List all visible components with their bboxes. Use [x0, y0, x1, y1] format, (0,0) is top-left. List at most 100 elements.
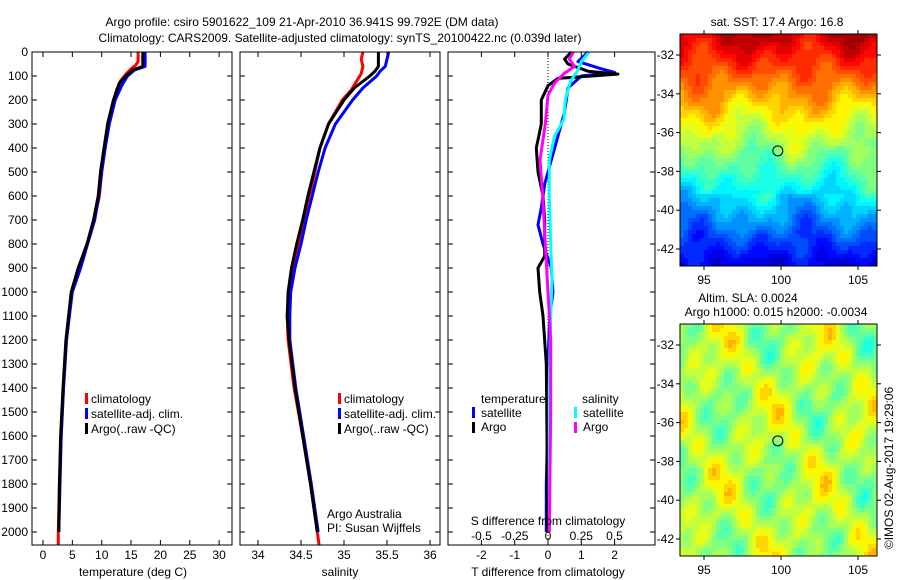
map-cell — [684, 182, 688, 186]
map-cell — [804, 408, 808, 412]
map-cell — [796, 250, 800, 254]
map-cell — [840, 424, 844, 428]
map-cell — [796, 114, 800, 118]
map-cell — [724, 324, 728, 328]
map-cell — [844, 324, 848, 328]
map-cell — [788, 98, 792, 102]
map-cell — [756, 254, 760, 258]
map-cell — [708, 416, 712, 420]
map-cell — [752, 86, 756, 90]
map-cell — [784, 86, 788, 90]
map-cell — [760, 424, 764, 428]
map-cell — [872, 380, 876, 384]
map-cell — [684, 344, 688, 348]
map-cell — [768, 134, 772, 138]
map-cell — [840, 58, 844, 62]
map-cell — [800, 416, 804, 420]
map-cell — [856, 74, 860, 78]
map-cell — [824, 50, 828, 54]
map-cell — [828, 408, 832, 412]
map-cell — [800, 34, 804, 38]
map-cell — [744, 412, 748, 416]
map-cell — [860, 154, 864, 158]
map-cell — [748, 254, 752, 258]
map-cell — [804, 110, 808, 114]
map-cell — [808, 416, 812, 420]
map-cell — [768, 356, 772, 360]
map-cell — [684, 86, 688, 90]
map-cell — [832, 222, 836, 226]
map-cell — [816, 412, 820, 416]
map-cell — [756, 400, 760, 404]
map-cell — [684, 66, 688, 70]
map-cell — [760, 218, 764, 222]
map-cell — [696, 432, 700, 436]
map-cell — [692, 258, 696, 262]
map-cell — [812, 226, 816, 230]
map-cell — [844, 126, 848, 130]
map-cell — [696, 174, 700, 178]
map-cell — [756, 182, 760, 186]
map-cell — [752, 332, 756, 336]
map-cell — [792, 58, 796, 62]
map-cell — [684, 432, 688, 436]
map-cell — [696, 42, 700, 46]
map-cell — [752, 190, 756, 194]
map-cell — [808, 106, 812, 110]
map-cell — [700, 444, 704, 448]
map-cell — [848, 98, 852, 102]
map-cell — [684, 452, 688, 456]
map-cell — [744, 440, 748, 444]
map-cell — [756, 46, 760, 50]
map-cell — [680, 210, 684, 214]
map-cell — [724, 210, 728, 214]
map-cell — [732, 178, 736, 182]
map-cell — [840, 258, 844, 262]
map-cell — [872, 58, 876, 62]
map-cell — [816, 42, 820, 46]
map-cell — [848, 238, 852, 242]
map-cell — [872, 364, 876, 368]
map-cell — [684, 42, 688, 46]
map-cell — [764, 452, 768, 456]
map-cell — [712, 456, 716, 460]
map-cell — [712, 154, 716, 158]
map-cell — [868, 400, 872, 404]
map-cell — [844, 122, 848, 126]
map-cell — [772, 364, 776, 368]
map-cell — [868, 344, 872, 348]
map-cell — [816, 344, 820, 348]
map-cell — [784, 202, 788, 206]
map-cell — [820, 94, 824, 98]
map-cell — [804, 86, 808, 90]
map-cell — [696, 408, 700, 412]
map-cell — [828, 424, 832, 428]
map-cell — [728, 50, 732, 54]
map-cell — [864, 154, 868, 158]
map-cell — [780, 174, 784, 178]
map-cell — [760, 106, 764, 110]
map-cell — [756, 328, 760, 332]
map-cell — [864, 234, 868, 238]
map-cell — [712, 448, 716, 452]
map-cell — [796, 198, 800, 202]
map-cell — [836, 78, 840, 82]
map-cell — [792, 356, 796, 360]
map-cell — [724, 238, 728, 242]
map-cell — [856, 162, 860, 166]
map-cell — [828, 82, 832, 86]
map-cell — [816, 360, 820, 364]
map-cell — [860, 328, 864, 332]
map-cell — [748, 162, 752, 166]
map-cell — [856, 70, 860, 74]
map-cell — [868, 114, 872, 118]
map-cell — [712, 82, 716, 86]
map-cell — [680, 432, 684, 436]
map-cell — [684, 38, 688, 42]
map-cell — [776, 210, 780, 214]
map-cell — [784, 336, 788, 340]
map-cell — [780, 254, 784, 258]
x-tick-label: 0 — [545, 548, 552, 562]
map-cell — [772, 222, 776, 226]
map-cell — [780, 98, 784, 102]
